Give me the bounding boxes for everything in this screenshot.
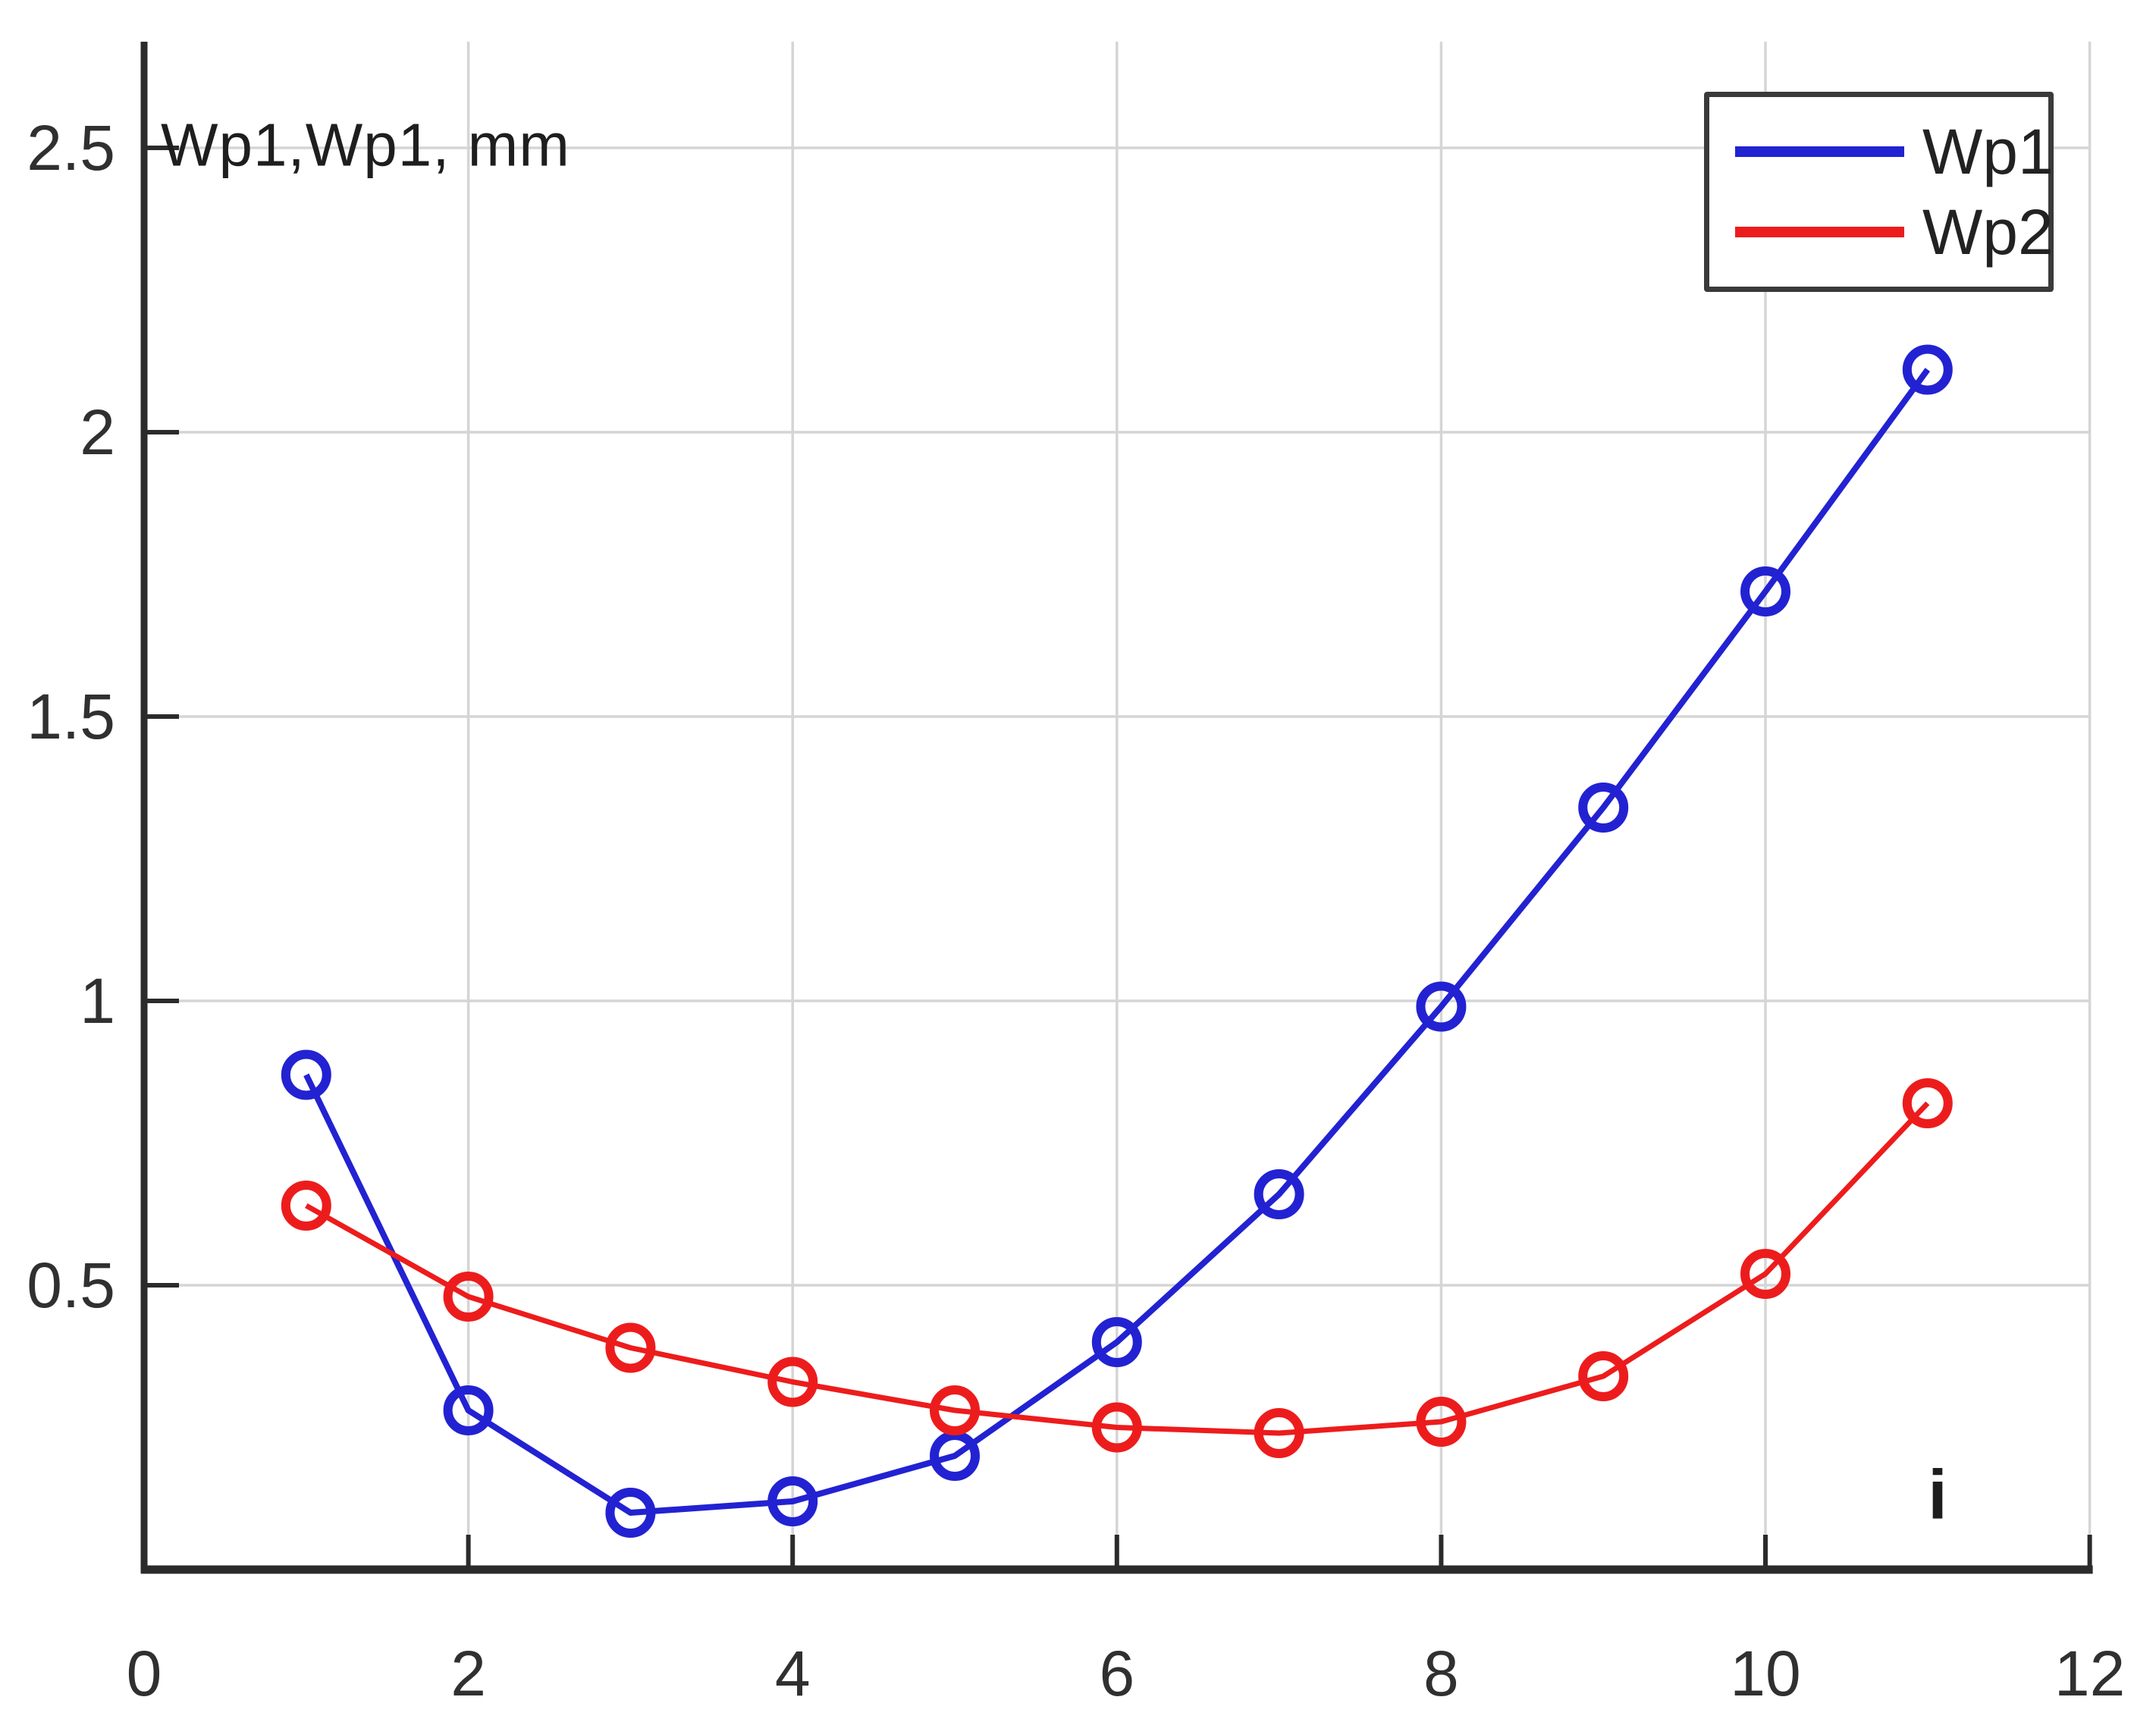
x-axis-label: i: [1928, 1456, 1947, 1534]
y-tick-label: 2: [80, 397, 115, 468]
series-wp2-line: [305, 1101, 1930, 1436]
series-wp1-marker: [443, 1385, 494, 1435]
series-wp1-marker: [605, 1488, 656, 1538]
series-wp1-marker: [1091, 1317, 1142, 1367]
series-wp1-marker: [1254, 1169, 1304, 1219]
series-wp2-marker: [1740, 1249, 1790, 1299]
legend: Wp1 Wp2: [1704, 92, 2054, 292]
series-wp1-marker: [1902, 344, 1953, 395]
y-tick-label: 1.5: [27, 681, 115, 752]
legend-label: Wp1: [1922, 116, 2054, 187]
x-tick-label: 0: [127, 1638, 162, 1709]
y-tick-label: 2.5: [27, 112, 115, 183]
series-wp2-marker: [1416, 1397, 1467, 1447]
y-tick-label: 0.5: [27, 1250, 115, 1321]
series-wp1-marker: [1740, 566, 1790, 616]
series-wp2-marker: [1578, 1351, 1629, 1401]
x-tick-label: 10: [1730, 1638, 1800, 1709]
legend-line-wp2-icon: [1735, 227, 1904, 237]
series-wp2-marker: [281, 1181, 331, 1231]
legend-item: Wp1: [1709, 120, 2054, 183]
series-wp2-marker: [1091, 1402, 1142, 1453]
series-wp1-line: [303, 368, 1931, 1516]
series-wp2-marker: [605, 1322, 656, 1373]
y-axis-label: Wp1,Wp1, mm: [161, 111, 570, 179]
series-wp2-marker: [767, 1357, 818, 1407]
x-tick-label: 8: [1423, 1638, 1459, 1709]
x-tick-label: 4: [775, 1638, 811, 1709]
x-tick-label: 2: [450, 1638, 486, 1709]
legend-line-wp1-icon: [1735, 146, 1904, 157]
series-wp2-marker: [1254, 1408, 1304, 1458]
y-tick-label: 1: [80, 965, 115, 1037]
series-wp1-marker: [1416, 981, 1467, 1032]
series-wp2-marker: [930, 1385, 980, 1435]
x-tick-label: 6: [1099, 1638, 1134, 1709]
series-wp1-marker: [767, 1476, 818, 1526]
legend-label: Wp2: [1922, 196, 2054, 268]
legend-item: Wp2: [1709, 200, 2054, 264]
series-wp2-marker: [1902, 1078, 1953, 1128]
series-wp1-marker: [1578, 783, 1629, 833]
series-wp2-marker: [443, 1272, 494, 1322]
x-tick-label: 12: [2054, 1638, 2125, 1709]
series-wp1-marker: [281, 1049, 331, 1100]
